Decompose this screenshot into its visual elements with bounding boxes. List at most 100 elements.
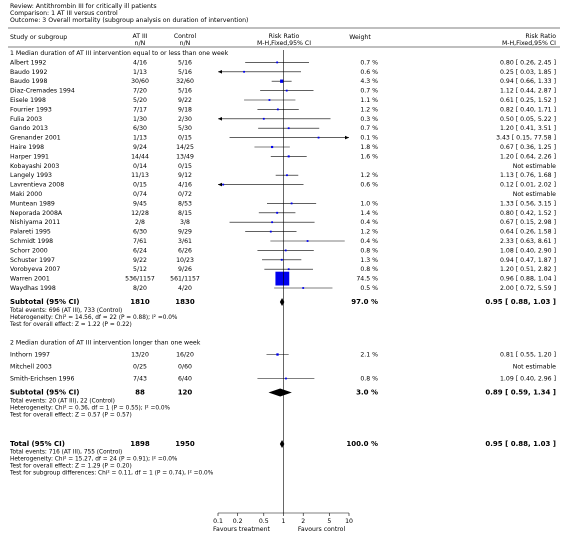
study-name: Schorr 2000 (10, 247, 48, 254)
weight: 3.0 % (356, 389, 378, 397)
control-count: 4/20 (178, 285, 192, 292)
weight: 0.6 % (360, 182, 378, 189)
study-square (287, 127, 290, 130)
risk-ratio: 0.80 [ 0.42, 1.52 ] (500, 210, 556, 217)
control-count: 6/26 (178, 247, 192, 254)
note: Test for overall effect: Z = 1.22 (P = 0… (9, 322, 132, 328)
x-tick-label: 0.5 (259, 518, 269, 525)
x-tick-label: 10 (345, 518, 353, 525)
col-treat-unit: n/N (135, 40, 146, 47)
risk-ratio: 0.94 [ 0.47, 1.87 ] (500, 257, 556, 264)
note: Test for overall effect: Z = 1.29 (P = 0… (9, 464, 132, 470)
study-name: Waydhas 1998 (10, 285, 56, 292)
study-name: Grenander 2001 (10, 135, 61, 142)
risk-ratio: Not estimable (513, 364, 556, 371)
weight: 2.1 % (360, 352, 378, 359)
control-count: 0/15 (178, 163, 192, 170)
control-count: 0/15 (178, 135, 192, 142)
study-name: Haire 1998 (10, 144, 44, 151)
study-name: Gando 2013 (10, 125, 48, 132)
risk-ratio: 1.20 [ 0.64, 2.26 ] (500, 153, 556, 160)
treat-count: 8/20 (133, 285, 147, 292)
control-count: 4/16 (178, 182, 192, 189)
study-name: Maki 2000 (10, 191, 42, 198)
risk-ratio: 0.89 [ 0.59, 1.34 ] (485, 389, 556, 397)
study-name: Albert 1992 (10, 59, 46, 66)
risk-ratio: 0.50 [ 0.05, 5.22 ] (500, 116, 556, 123)
study-name: Kobayashi 2003 (10, 163, 59, 170)
x-tick-label: 0.2 (233, 518, 243, 525)
col-plot: Risk Ratio (269, 33, 300, 40)
risk-ratio: 1.33 [ 0.56, 3.15 ] (500, 200, 556, 207)
risk-ratio: 2.33 [ 0.63, 8.61 ] (500, 238, 556, 245)
ci-arrow (345, 135, 349, 140)
study-square (276, 61, 279, 64)
weight: 1.4 % (360, 210, 378, 217)
note: Heterogeneity: Chi² = 0.36, df = 1 (P = … (10, 405, 171, 412)
treat-count: 9/22 (133, 257, 147, 264)
study-name: Warren 2001 (10, 276, 50, 283)
risk-ratio: 1.08 [ 0.40, 2.90 ] (500, 247, 556, 254)
study-square (286, 174, 288, 177)
study-square (285, 377, 287, 380)
col-result: Risk Ratio (525, 33, 556, 40)
note: Heterogeneity: Chi² = 15.27, df = 24 (P … (10, 456, 178, 463)
control-count: 9/29 (178, 229, 192, 236)
study-name: Langely 1993 (10, 172, 52, 179)
treat-count: 5/20 (133, 97, 147, 104)
study-name: Baudo 1992 (10, 69, 47, 76)
treat-count: 1/30 (133, 116, 147, 123)
study-square (280, 79, 284, 83)
study-square (306, 240, 309, 242)
control-count: 9/26 (178, 266, 192, 273)
x-tick-label: 0.1 (213, 518, 223, 525)
risk-ratio: 0.96 [ 0.88, 1.04 ] (500, 276, 556, 283)
study-square (276, 353, 279, 356)
weight: 100.0 % (346, 440, 378, 448)
col-treat: AT III (133, 33, 148, 40)
treat-count: 14/44 (131, 153, 149, 160)
study-name: Total (95% CI) (10, 440, 65, 448)
study-square (262, 117, 265, 120)
study-square (276, 108, 279, 111)
treat-count: 536/1157 (125, 276, 155, 283)
treat-count: 7/17 (133, 106, 147, 113)
study-name: Nishiyama 2011 (10, 219, 60, 226)
weight: 1.3 % (360, 257, 378, 264)
treat-count: 30/60 (131, 78, 149, 85)
treat-count: 0/74 (133, 191, 147, 198)
risk-ratio: 1.20 [ 0.41, 3.51 ] (500, 125, 556, 132)
study-name: Baudo 1998 (10, 78, 47, 85)
control-count: 5/16 (178, 59, 192, 66)
treat-count: 0/15 (133, 182, 147, 189)
study-name: Schmidt 1998 (10, 238, 53, 245)
weight: 0.5 % (360, 285, 378, 292)
risk-ratio: 0.67 [ 0.36, 1.25 ] (500, 144, 556, 151)
control-count: 120 (178, 389, 193, 397)
weight: 1.6 % (360, 153, 378, 160)
control-count: 561/1157 (170, 276, 200, 283)
x-tick-label: 1 (282, 518, 286, 525)
control-count: 9/22 (178, 97, 192, 104)
risk-ratio: 2.00 [ 0.72, 5.59 ] (500, 285, 556, 292)
risk-ratio: 1.20 [ 0.51, 2.82 ] (500, 266, 556, 273)
treat-count: 0/25 (133, 364, 147, 371)
risk-ratio: 0.94 [ 0.66, 1.33 ] (500, 78, 556, 85)
weight: 1.8 % (360, 144, 378, 151)
treat-count: 6/30 (133, 125, 147, 132)
weight: 1.0 % (360, 200, 378, 207)
study-name: Muntean 1989 (10, 200, 55, 207)
treat-count: 11/13 (131, 172, 149, 179)
study-name: Subtotal (95% CI) (10, 389, 79, 397)
col-study: Study or subgroup (10, 34, 67, 41)
treat-count: 88 (135, 389, 145, 397)
control-count: 9/12 (178, 172, 192, 179)
review: Review: Antithrombin III for critically … (10, 3, 157, 10)
study-name: Inthorn 1997 (10, 352, 50, 359)
treat-count: 5/12 (133, 266, 147, 273)
treat-count: 9/24 (133, 144, 147, 151)
risk-ratio: Not estimable (513, 163, 556, 170)
control-count: 1830 (175, 298, 195, 306)
risk-ratio: 0.64 [ 0.26, 1.58 ] (500, 229, 556, 236)
control-count: 5/16 (178, 69, 192, 76)
